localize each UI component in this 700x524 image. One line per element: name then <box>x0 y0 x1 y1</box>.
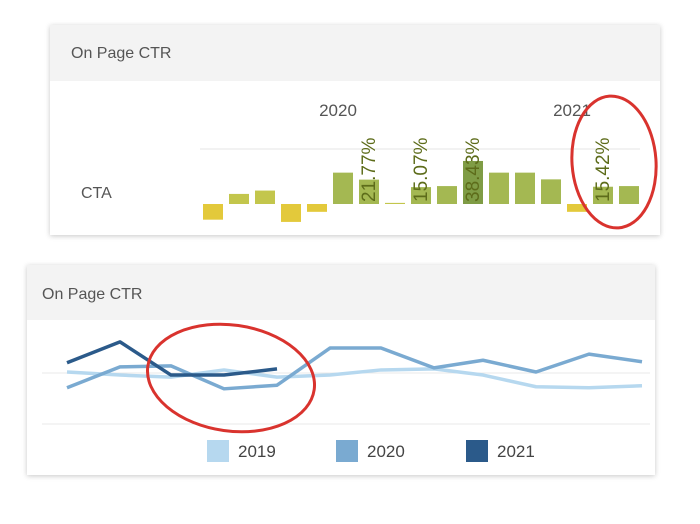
bar <box>437 186 457 204</box>
bar <box>593 186 613 204</box>
bar-data-label: 21.77% <box>359 137 380 202</box>
bar <box>385 202 405 204</box>
bar-data-label: 15.42% <box>593 137 614 202</box>
bar <box>463 160 483 204</box>
bar <box>411 187 431 204</box>
bar <box>307 204 327 212</box>
bar <box>541 179 561 204</box>
bar-data-label: 15.07% <box>411 137 432 202</box>
bar <box>229 193 249 204</box>
bar-chart-header <box>50 25 660 81</box>
legend-label-2020: 2020 <box>367 442 405 461</box>
series-line-2019 <box>66 367 643 390</box>
legend-label-2021: 2021 <box>497 442 535 461</box>
line-chart-title: On Page CTR <box>42 286 143 303</box>
red-circle-annotation <box>145 322 317 434</box>
bar-chart-card: On Page CTR CTA <box>50 25 660 235</box>
bar <box>255 190 275 204</box>
bar-data-label: 38.43% <box>463 137 484 202</box>
line-chart-header <box>27 265 655 320</box>
row-label-cta: CTA <box>81 185 112 202</box>
legend-label-2019: 2019 <box>238 442 276 461</box>
series-line-2020 <box>66 346 643 391</box>
bar <box>567 204 587 212</box>
bar <box>281 204 301 222</box>
series-line-2021 <box>66 340 278 377</box>
legend-swatch-2019 <box>207 440 229 462</box>
year-label: 2020 <box>319 101 357 120</box>
bar <box>203 204 223 220</box>
bar <box>489 172 509 204</box>
bar <box>619 186 639 204</box>
bar <box>333 172 353 204</box>
legend-swatch-2021 <box>466 440 488 462</box>
bar-chart-title: On Page CTR <box>71 45 172 62</box>
bar <box>515 172 535 204</box>
legend-swatch-2020 <box>336 440 358 462</box>
bar <box>359 179 379 204</box>
red-circle-annotation <box>570 94 658 230</box>
